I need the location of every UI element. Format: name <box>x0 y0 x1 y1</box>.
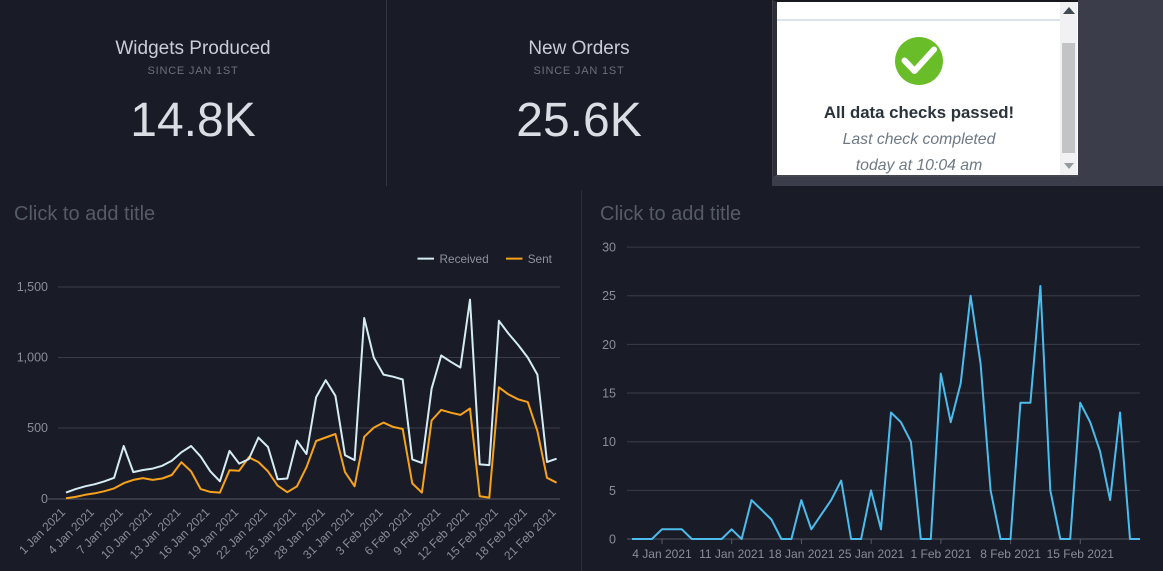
svg-text:15: 15 <box>602 387 616 401</box>
svg-text:25 Jan 2021: 25 Jan 2021 <box>838 547 904 561</box>
svg-text:4 Jan 2021: 4 Jan 2021 <box>632 547 692 561</box>
svg-text:25: 25 <box>602 289 616 303</box>
svg-text:Click to add title: Click to add title <box>14 203 155 225</box>
svg-text:Received: Received <box>440 252 489 266</box>
svg-text:15 Feb 2021: 15 Feb 2021 <box>1047 547 1115 561</box>
svg-text:1,000: 1,000 <box>17 351 48 365</box>
svg-text:30: 30 <box>602 241 616 255</box>
svg-text:1,500: 1,500 <box>17 280 48 294</box>
svg-text:10: 10 <box>602 435 616 449</box>
svg-text:1 Feb 2021: 1 Feb 2021 <box>911 547 972 561</box>
svg-text:11 Jan 2021: 11 Jan 2021 <box>699 547 764 561</box>
svg-text:Click to add title: Click to add title <box>600 203 741 225</box>
svg-text:5: 5 <box>609 484 616 498</box>
svg-text:Sent: Sent <box>528 252 553 266</box>
svg-text:500: 500 <box>27 421 48 435</box>
svg-text:0: 0 <box>609 533 616 547</box>
svg-text:20: 20 <box>602 338 616 352</box>
svg-text:18 Jan 2021: 18 Jan 2021 <box>768 547 834 561</box>
svg-text:8 Feb 2021: 8 Feb 2021 <box>980 547 1041 561</box>
svg-text:0: 0 <box>41 492 48 506</box>
